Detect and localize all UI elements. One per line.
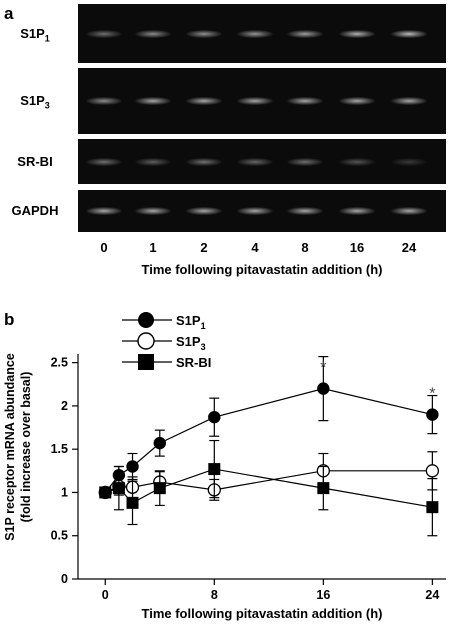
gel-sr-bi bbox=[78, 139, 446, 184]
lane-label: 8 bbox=[301, 240, 309, 255]
gel-band bbox=[237, 157, 273, 166]
y-tick-label: 1 bbox=[61, 485, 68, 499]
lane-label: 16 bbox=[349, 240, 365, 255]
lane-label: 2 bbox=[200, 240, 208, 255]
legend-marker bbox=[138, 312, 154, 328]
gel-label-text: S1P bbox=[20, 93, 45, 108]
significance-asterisk: * bbox=[320, 359, 326, 376]
legend-label: SR-BI bbox=[176, 355, 211, 370]
gel-gapdh bbox=[78, 190, 446, 232]
data-point bbox=[317, 482, 330, 495]
y-tick-label: 2.5 bbox=[51, 356, 68, 370]
gel-band bbox=[86, 157, 122, 166]
legend-label-subscript: 3 bbox=[201, 342, 206, 352]
gel-band bbox=[186, 207, 222, 215]
gel-band bbox=[339, 29, 375, 38]
data-point bbox=[126, 460, 139, 473]
gel-s1p3 bbox=[78, 68, 446, 134]
gel-band bbox=[135, 97, 171, 105]
gel-label-text: S1P bbox=[20, 25, 45, 41]
gel-label-text: GAPDH bbox=[11, 203, 59, 218]
lane-label: 24 bbox=[401, 240, 417, 255]
gel-band bbox=[339, 97, 375, 105]
y-tick-label: 1.5 bbox=[51, 442, 68, 456]
data-point bbox=[99, 486, 112, 499]
legend-entry: S1P1 bbox=[122, 312, 206, 331]
gel-label-text: SR-BI bbox=[17, 153, 53, 169]
y-axis-title-line2: (fold increase over basal) bbox=[19, 372, 33, 523]
gel-band bbox=[135, 29, 171, 38]
data-point bbox=[426, 408, 439, 421]
legend-entry: SR-BI bbox=[122, 354, 211, 370]
legend-label: S1P1 bbox=[176, 313, 206, 331]
gel-band bbox=[287, 97, 323, 105]
gel-band bbox=[391, 97, 427, 105]
gel-band bbox=[237, 29, 273, 38]
legend-marker bbox=[138, 354, 154, 370]
data-point bbox=[208, 463, 221, 476]
data-point bbox=[126, 496, 139, 509]
gel-label: SR-BI bbox=[0, 154, 70, 169]
gel-label: S1P1 bbox=[0, 26, 70, 44]
gel-band bbox=[339, 207, 375, 215]
gel-band bbox=[339, 157, 375, 166]
gel-label: S1P3 bbox=[0, 93, 70, 111]
gel-band bbox=[391, 207, 427, 215]
line-chart: 0 0.5 1 1.5 2 2.5 0 8 16 24 * * S1P1 S1P3 SR-BI S1P … bbox=[3, 312, 446, 621]
x-tick-label: 0 bbox=[102, 588, 109, 602]
gel-band bbox=[287, 29, 323, 38]
gel-band bbox=[135, 157, 171, 166]
gel-label-subscript: 3 bbox=[44, 100, 50, 111]
legend-marker bbox=[137, 332, 155, 350]
data-point bbox=[426, 501, 439, 514]
legend-label: S1P3 bbox=[176, 334, 206, 352]
significance-asterisk: * bbox=[429, 385, 435, 402]
gel-x-axis-title: Time following pitavastatin addition (h) bbox=[141, 262, 383, 277]
series-sr-bi bbox=[99, 439, 439, 537]
x-axis-title: Time following pitavastatin addition (h) bbox=[142, 606, 383, 621]
gel-band bbox=[135, 207, 171, 215]
gel-band bbox=[237, 207, 273, 215]
series-s1p1 bbox=[99, 355, 439, 499]
gel-band bbox=[237, 97, 273, 105]
gel-band bbox=[186, 97, 222, 105]
gel-band bbox=[186, 29, 222, 38]
gel-band bbox=[391, 157, 427, 166]
data-point bbox=[112, 482, 125, 495]
gel-label: GAPDH bbox=[0, 203, 70, 218]
gel-band bbox=[186, 157, 222, 166]
x-tick-label: 24 bbox=[425, 588, 439, 602]
gel-label-subscript: 1 bbox=[44, 33, 50, 44]
x-tick-label: 8 bbox=[211, 588, 218, 602]
y-tick-label: 2 bbox=[61, 399, 68, 413]
gel-band bbox=[86, 207, 122, 215]
gel-s1p1 bbox=[78, 4, 446, 63]
gel-band bbox=[287, 207, 323, 215]
lane-label: 1 bbox=[149, 240, 157, 255]
gel-band bbox=[287, 157, 323, 166]
gel-band bbox=[391, 29, 427, 38]
lane-label: 0 bbox=[100, 240, 108, 255]
data-point bbox=[425, 464, 440, 478]
legend-label-subscript: 1 bbox=[201, 321, 206, 331]
legend-entry: S1P3 bbox=[122, 332, 206, 352]
lane-label: 4 bbox=[251, 240, 259, 255]
y-axis-title-line1: S1P receptor mRNA abundance bbox=[3, 353, 17, 541]
y-tick-label: 0 bbox=[61, 572, 68, 586]
panel-a-letter: a bbox=[4, 4, 14, 23]
data-point bbox=[153, 436, 166, 450]
data-point bbox=[317, 382, 330, 395]
y-tick-label: 0.5 bbox=[51, 529, 68, 543]
gel-band bbox=[86, 29, 122, 38]
panel-b-letter: b bbox=[4, 310, 15, 329]
x-tick-label: 16 bbox=[316, 588, 330, 602]
gel-band bbox=[86, 97, 122, 105]
data-point bbox=[208, 410, 221, 424]
data-point bbox=[153, 482, 166, 495]
